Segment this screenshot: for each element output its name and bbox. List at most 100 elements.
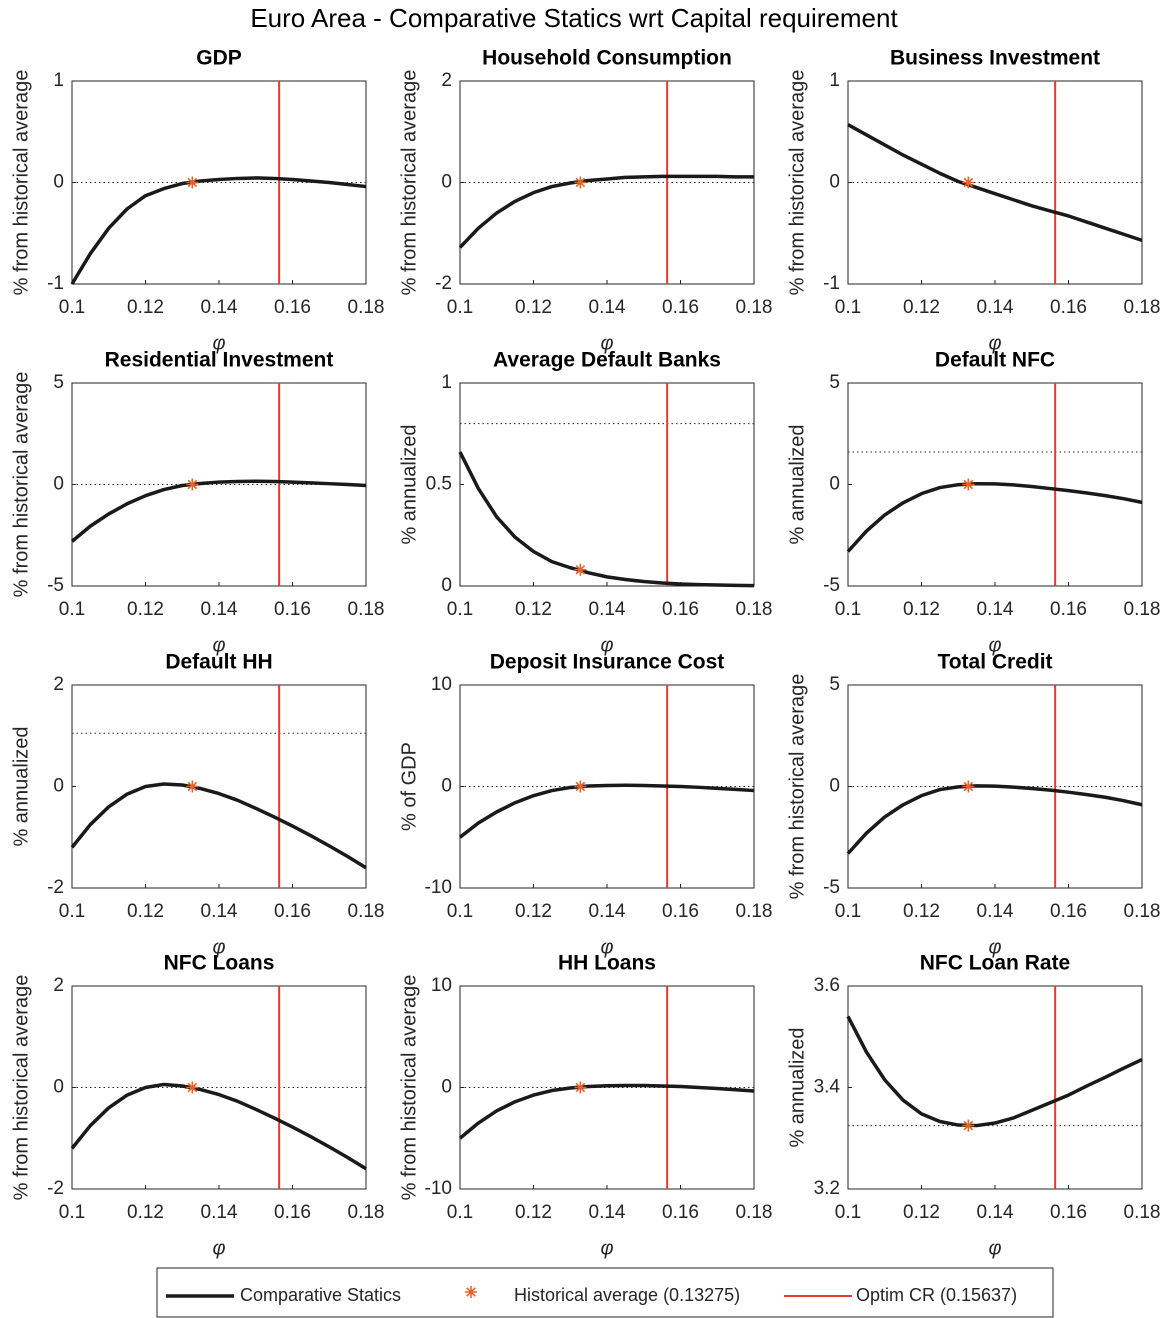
curve	[70, 1082, 367, 1171]
y-axis-label: % from historical average	[398, 975, 420, 1201]
x-tick-label: 0.1	[59, 1202, 85, 1223]
historical-average-marker	[962, 1119, 975, 1132]
y-tick-label: 10	[431, 975, 452, 996]
y-axis-label: % from historical average	[398, 70, 420, 296]
y-tick-label: 5	[829, 372, 840, 393]
y-tick-label: -10	[425, 877, 452, 898]
y-axis-label: % annualized	[10, 726, 32, 846]
x-tick-label: 0.18	[1124, 901, 1161, 922]
historical-average-marker	[186, 478, 199, 491]
x-tick-label: 0.1	[59, 297, 85, 318]
x-tick-label: 0.12	[515, 599, 552, 620]
x-tick-label: 0.16	[1050, 901, 1087, 922]
x-tick-label: 0.16	[1050, 297, 1087, 318]
subplot-title: Default NFC	[935, 349, 1055, 372]
legend-box	[156, 1267, 1054, 1318]
x-tick-label: 0.1	[447, 901, 473, 922]
y-tick-label: 0	[441, 1077, 452, 1098]
x-tick-label: 0.16	[662, 297, 699, 318]
curve	[458, 451, 755, 588]
y-tick-label: -2	[435, 273, 452, 294]
x-tick-label: 0.12	[515, 1202, 552, 1223]
curve	[458, 783, 755, 839]
x-axis-label: φ	[212, 634, 225, 656]
x-tick-label: 0.16	[274, 1202, 311, 1223]
curve	[458, 174, 754, 249]
x-tick-label: 0.14	[977, 1202, 1014, 1223]
x-tick-label: 0.18	[1124, 1202, 1161, 1223]
y-tick-label: 1	[441, 372, 452, 393]
y-axis-label: % of GDP	[398, 742, 420, 831]
historical-average-marker	[574, 1081, 587, 1094]
x-tick-label: 0.1	[835, 297, 861, 318]
x-tick-label: 0.14	[589, 297, 626, 318]
y-tick-label: 0	[53, 776, 64, 797]
x-axis-label: φ	[988, 332, 1001, 354]
y-tick-label: 0	[53, 1077, 64, 1098]
x-tick-label: 0.12	[903, 901, 940, 922]
curve	[846, 1015, 1143, 1128]
plot-area	[459, 382, 755, 587]
y-tick-label: 2	[53, 975, 64, 996]
curve	[458, 1083, 755, 1140]
y-tick-label: 2	[441, 70, 452, 91]
y-tick-label: 3.6	[814, 975, 840, 996]
x-tick-label: 0.18	[736, 297, 773, 318]
x-tick-label: 0.16	[274, 901, 311, 922]
y-tick-label: -5	[47, 575, 64, 596]
x-tick-label: 0.16	[662, 599, 699, 620]
plot-area	[847, 80, 1143, 285]
historical-average-marker	[574, 176, 587, 189]
x-tick-label: 0.14	[201, 297, 238, 318]
x-tick-label: 0.12	[515, 901, 552, 922]
x-tick-label: 0.12	[127, 599, 164, 620]
x-tick-label: 0.12	[903, 1202, 940, 1223]
subplot-title: Total Credit	[937, 651, 1052, 674]
subplot-title: Average Default Banks	[493, 349, 721, 372]
x-tick-label: 0.18	[736, 1202, 773, 1223]
subplot-title: HH Loans	[558, 952, 656, 975]
historical-average-marker	[186, 176, 199, 189]
historical-average-marker	[962, 176, 975, 189]
subplot-title: Business Investment	[890, 47, 1100, 70]
subplot-title: NFC Loans	[164, 952, 275, 975]
x-tick-label: 0.12	[903, 297, 940, 318]
x-axis-label: φ	[212, 936, 225, 958]
y-axis-label: % annualized	[398, 424, 420, 544]
x-tick-label: 0.12	[127, 297, 164, 318]
x-tick-label: 0.18	[348, 599, 385, 620]
y-tick-label: -5	[823, 877, 840, 898]
y-tick-label: 0	[829, 474, 840, 495]
curve	[70, 782, 367, 870]
x-tick-label: 0.18	[348, 1202, 385, 1223]
x-tick-label: 0.18	[348, 901, 385, 922]
x-axis-label: φ	[600, 634, 613, 656]
x-tick-label: 0.16	[662, 901, 699, 922]
figure-title: Euro Area - Comparative Statics wrt Capi…	[250, 3, 898, 33]
x-tick-label: 0.14	[201, 1202, 238, 1223]
y-tick-label: 10	[431, 674, 452, 695]
curve	[847, 123, 1143, 243]
x-tick-label: 0.18	[348, 297, 385, 318]
subplot-title: Household Consumption	[482, 47, 732, 70]
x-tick-label: 0.16	[274, 297, 311, 318]
x-tick-label: 0.1	[835, 599, 861, 620]
y-tick-label: 3.2	[814, 1178, 840, 1199]
x-tick-label: 0.14	[201, 599, 238, 620]
subplot-title: NFC Loan Rate	[920, 952, 1071, 975]
y-tick-label: -5	[823, 575, 840, 596]
x-tick-label: 0.14	[589, 901, 626, 922]
y-tick-label: 0	[53, 474, 64, 495]
x-tick-label: 0.1	[835, 901, 861, 922]
x-tick-label: 0.1	[59, 599, 85, 620]
y-tick-label: 0	[441, 776, 452, 797]
y-axis-label: % from historical average	[10, 372, 32, 598]
x-tick-label: 0.16	[1050, 1202, 1087, 1223]
x-tick-label: 0.14	[201, 901, 238, 922]
y-tick-label: 1	[829, 70, 840, 91]
y-tick-label: 1	[53, 70, 64, 91]
y-tick-label: 0	[829, 776, 840, 797]
y-tick-label: 0	[829, 172, 840, 193]
curve	[70, 479, 367, 543]
